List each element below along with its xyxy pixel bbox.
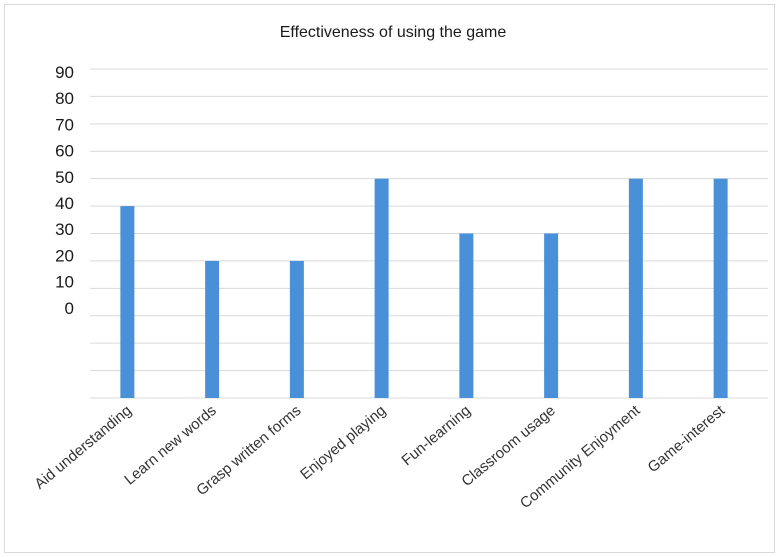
- gridlines: [90, 68, 768, 399]
- bar: [374, 178, 389, 398]
- y-tick-label: 10: [55, 273, 74, 292]
- bar: [205, 260, 220, 398]
- bars: [120, 178, 728, 398]
- x-tick-label: Fun-learning: [399, 402, 474, 469]
- bar: [459, 233, 474, 398]
- y-tick-label: 70: [55, 115, 74, 134]
- y-tick-label: 40: [55, 194, 74, 213]
- chart-title: Effectiveness of using the game: [280, 24, 507, 41]
- y-tick-label: 20: [55, 246, 74, 265]
- y-tick-label: 90: [55, 63, 74, 82]
- bar: [713, 178, 728, 398]
- y-axis-ticks: 90 80 70 60 50 40 30 20 10 0: [55, 63, 74, 318]
- x-tick-label: Enjoyed playing: [297, 402, 389, 483]
- y-tick-label: 80: [55, 89, 74, 108]
- x-tick-label: Aid understanding: [31, 402, 135, 493]
- y-tick-label: 30: [55, 220, 74, 239]
- bar: [628, 178, 643, 398]
- bar: [289, 260, 304, 398]
- x-tick-label: Game-interest: [644, 402, 728, 477]
- bar: [120, 206, 135, 398]
- y-tick-label: 50: [55, 168, 74, 187]
- y-tick-label: 0: [65, 299, 74, 318]
- y-tick-label: 60: [55, 142, 74, 161]
- bar: [544, 233, 559, 398]
